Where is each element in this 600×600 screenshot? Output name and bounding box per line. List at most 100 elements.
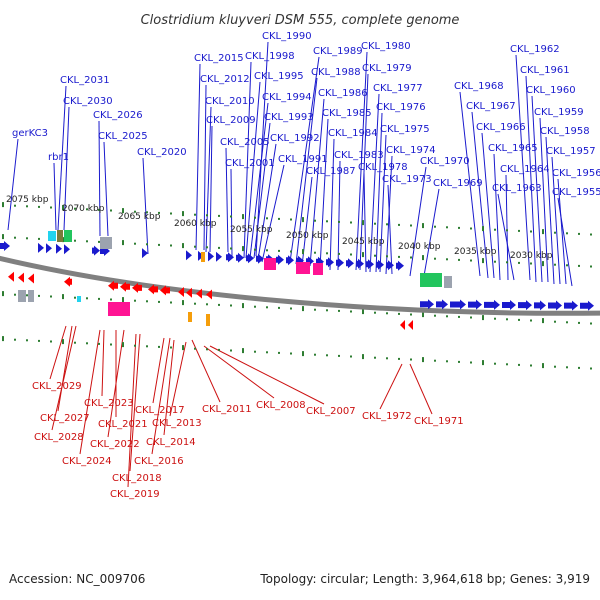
forward-gene-label: CKL_1966 [476,122,526,133]
forward-gene-arrow [38,242,44,253]
forward-gene-arrow [386,260,394,271]
scale-tick [374,356,376,359]
scale-tick [494,317,496,320]
scale-tick [278,306,280,309]
reverse-gene-label: CKL_2018 [112,473,162,484]
forward-gene-label: CKL_1955 [552,187,600,198]
forward-gene-label: CKL_1984 [328,128,378,139]
scale-tick [146,345,148,348]
rna-feature [201,252,205,262]
forward-gene-label: CKL_1978 [358,162,408,173]
forward-gene-label: CKL_1962 [510,44,560,55]
rna-feature [264,258,276,270]
scale-tick [386,255,388,258]
rna-feature [18,290,26,302]
scale-tick [482,360,484,366]
forward-gene-label: CKL_1977 [373,83,423,94]
scale-label: 2040 kbp [398,242,441,252]
forward-gene-arrow [580,300,594,311]
forward-gene-label: CKL_1960 [526,85,576,96]
topology-line: Topology: circular; Length: 3,964,618 bp… [260,572,590,586]
forward-gene-label: CKL_1988 [311,67,361,78]
forward-gene-label: CKL_1994 [262,92,312,103]
scale-tick [62,205,64,211]
scale-tick [266,351,268,354]
scale-tick [122,342,124,348]
forward-gene-arrow [396,260,404,271]
scale-tick [242,214,244,220]
scale-tick [278,217,280,220]
label-leader-line [525,75,537,283]
label-leader-line [539,117,549,283]
scale-tick [518,261,520,264]
scale-tick [206,303,208,306]
scale-tick [170,244,172,247]
label-leader-line [191,339,221,403]
forward-gene-label: CKL_1965 [488,143,538,154]
scale-tick [74,207,76,210]
forward-gene-arrow [246,253,254,264]
scale-tick [326,220,328,223]
label-leader-line [249,102,269,259]
reverse-gene-label: CKL_2011 [202,404,252,415]
scale-tick [374,222,376,225]
scale-tick [506,318,508,321]
scale-tick [230,349,232,352]
scale-labels: 2075 kbp 2070 kbp 2065 kbp 2060 kbp 2055 kbp… [6,195,553,261]
scale-tick [266,306,268,309]
scale-tick [50,340,52,343]
label-leader-line [409,166,427,277]
label-leader-line [337,160,341,271]
label-leader-line [295,77,318,265]
scale-tick [218,214,220,217]
scale-tick [290,307,292,310]
scale-tick [182,345,184,351]
forward-gene-arrow [366,259,374,270]
scale-tick [566,321,568,324]
scale-tick [590,233,592,236]
forward-gene-label: CKL_1956 [552,168,600,179]
forward-gene-arrow [420,299,434,310]
label-leader-line [387,184,393,275]
label-leader-line [101,329,105,397]
label-leader-line [309,98,325,267]
forward-gene-arrow [142,248,148,259]
rna-feature [444,276,452,288]
scale-label: 2045 kbp [342,237,385,247]
label-leader-line [49,325,67,380]
rna-feature [296,262,310,274]
forward-gene-arrow [336,257,344,268]
forward-gene-label: CKL_2001 [225,158,275,169]
scale-tick [206,348,208,351]
scale-ticks [2,202,592,370]
forward-gene-arrow [450,299,466,310]
forward-gene-label: CKL_2026 [93,110,143,121]
label-leader-line [481,132,495,279]
label-leader-line [557,197,573,287]
scale-tick [62,339,64,345]
scale-tick [566,264,568,267]
label-leader-line [205,106,212,253]
scale-tick [494,228,496,231]
scale-tick [38,294,40,297]
forward-gene-label: CKL_1968 [454,81,504,92]
label-leader-line [230,168,233,257]
forward-gene-label: CKL_1957 [546,146,596,157]
scale-tick [470,316,472,319]
scale-label: 2050 kbp [286,231,329,241]
forward-gene-arrow [564,300,578,311]
scale-tick [590,367,592,370]
scale-tick [386,223,388,226]
scale-tick [170,346,172,349]
scale-tick [50,295,52,298]
scale-tick [14,338,16,341]
reverse-gene-label: CKL_2014 [146,437,196,448]
scale-tick [134,242,136,245]
forward-gene-label: CKL_2030 [63,96,113,107]
reverse-gene-label: CKL_2022 [90,439,140,450]
forward-gene-label: CKL_1992 [270,133,320,144]
scale-tick [362,309,364,315]
scale-label: 2065 kbp [118,212,161,222]
scale-tick [134,210,136,213]
scale-tick [230,304,232,307]
